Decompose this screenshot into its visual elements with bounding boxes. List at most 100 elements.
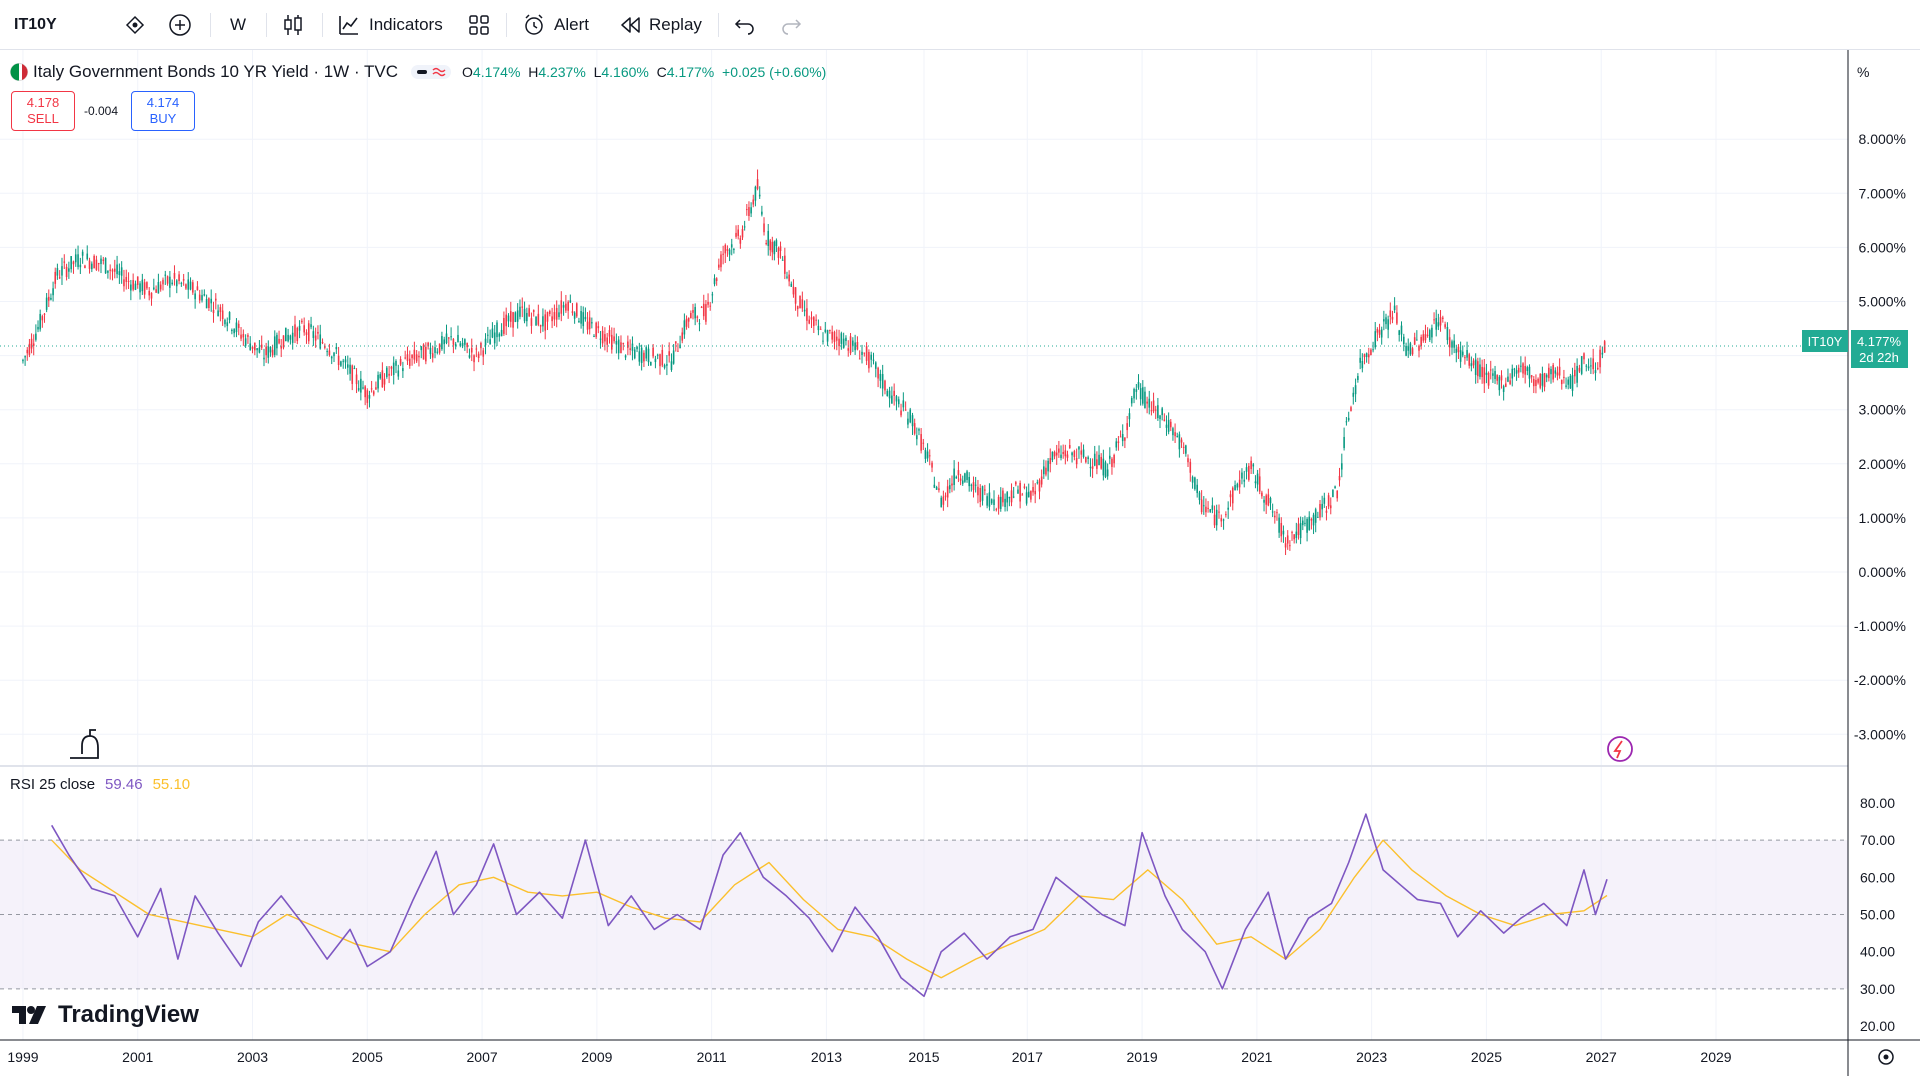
price-candle — [913, 423, 916, 434]
price-candle — [940, 497, 943, 508]
price-candle — [1338, 475, 1341, 481]
price-candle — [1310, 518, 1313, 521]
price-candle — [571, 311, 574, 313]
price-tick-label: -3.000% — [1854, 726, 1906, 742]
chart-type-button[interactable] — [282, 9, 304, 41]
price-candle — [532, 310, 535, 313]
price-candle — [1442, 317, 1444, 320]
price-candle — [1383, 319, 1385, 322]
redo-button[interactable] — [780, 9, 802, 41]
price-candle — [1453, 340, 1455, 348]
interval-button[interactable]: W — [230, 9, 246, 41]
trading-panel-icon[interactable] — [1607, 736, 1633, 762]
replay-button[interactable]: Replay — [619, 9, 702, 41]
price-candle — [1433, 319, 1435, 321]
symbol-search[interactable]: IT10Y — [8, 9, 148, 41]
price-candle — [448, 337, 450, 339]
price-candle — [1455, 348, 1458, 353]
price-candle — [377, 374, 379, 389]
price-candle — [777, 247, 780, 258]
price-candle — [1517, 367, 1520, 373]
price-candle — [681, 332, 684, 341]
price-candle — [43, 313, 46, 315]
price-candle — [1343, 436, 1345, 449]
price-candle — [58, 277, 61, 279]
sell-button[interactable]: 4.178 SELL — [11, 91, 75, 131]
price-candle — [972, 482, 975, 491]
alarm-clock-icon — [525, 14, 543, 35]
price-candle — [1030, 490, 1032, 500]
high-key: H — [528, 64, 539, 80]
dino-icon[interactable] — [70, 729, 99, 759]
price-candle — [539, 324, 542, 327]
price-candle — [1278, 517, 1280, 533]
price-candle — [1128, 413, 1131, 420]
price-candle — [1258, 476, 1261, 492]
time-tick-label: 2011 — [697, 1049, 727, 1065]
low-value: 4.160% — [601, 64, 649, 80]
indicators-button[interactable]: Indicators — [337, 9, 443, 41]
rsi-tick-label: 70.00 — [1860, 832, 1895, 848]
price-candle — [535, 316, 537, 326]
price-candle — [1594, 370, 1597, 374]
price-candle — [711, 294, 714, 296]
price-candle — [1043, 466, 1045, 475]
indicators-label: Indicators — [369, 15, 443, 34]
price-tick-label: 7.000% — [1859, 185, 1906, 201]
price-candle — [244, 338, 247, 346]
price-candle — [505, 314, 507, 327]
price-candle — [1402, 336, 1405, 345]
price-candle — [1461, 351, 1464, 356]
price-candle — [162, 279, 164, 285]
price-series — [22, 169, 1606, 556]
price-candle — [1416, 339, 1418, 341]
alert-button[interactable]: Alert — [522, 9, 589, 41]
price-candle — [1301, 520, 1304, 526]
settings-gear-icon[interactable] — [1878, 1049, 1894, 1065]
plus-circle-icon — [169, 14, 191, 36]
undo-button[interactable] — [734, 9, 756, 41]
price-axis: 8.000% 7.000% 6.000% 5.000% 3.000% 2.000% 1.00… — [1854, 131, 1906, 742]
price-candle — [722, 253, 724, 255]
price-candle — [340, 361, 342, 366]
price-candle — [1345, 421, 1348, 423]
rewind-icon — [621, 17, 640, 33]
chart-canvas[interactable]: 8.000% 7.000% 6.000% 5.000% 3.000% 2.000% 1.00… — [0, 50, 1920, 1076]
price-candle — [109, 269, 111, 271]
price-candle — [523, 308, 526, 322]
session-status-icon[interactable] — [411, 63, 452, 81]
price-candle — [493, 332, 496, 344]
price-candle — [411, 354, 413, 359]
price-candle — [553, 312, 556, 320]
layouts-button[interactable] — [468, 9, 490, 41]
price-candle — [242, 333, 245, 338]
price-candle — [1104, 462, 1107, 478]
price-candle — [132, 280, 134, 290]
price-candle — [1152, 400, 1155, 412]
rsi-legend[interactable]: RSI 25 close 59.46 55.10 — [10, 776, 190, 793]
price-candle — [799, 295, 801, 308]
price-candle — [926, 451, 929, 459]
price-candle — [1047, 460, 1049, 472]
buy-button[interactable]: 4.174 BUY — [131, 91, 195, 131]
price-candle — [143, 282, 146, 295]
badge-countdown: 2d 22h — [1859, 350, 1899, 365]
price-candle — [920, 434, 922, 451]
toolbar-divider — [322, 13, 323, 37]
price-candle — [1323, 497, 1326, 504]
price-candle — [1068, 445, 1071, 449]
tradingview-logo[interactable]: TradingView — [12, 1001, 199, 1029]
price-candle — [194, 293, 196, 300]
price-candle — [1385, 317, 1387, 325]
compare-symbol-icon[interactable] — [125, 15, 145, 35]
time-tick-label: 1999 — [7, 1049, 38, 1065]
price-candle — [877, 367, 879, 379]
price-candle — [1319, 503, 1321, 518]
rsi-tick-label: 80.00 — [1860, 795, 1895, 811]
price-candle — [113, 268, 116, 272]
price-candle — [249, 343, 252, 351]
price-candle — [1560, 379, 1563, 385]
price-candle — [567, 301, 569, 311]
add-symbol-button[interactable] — [168, 9, 192, 41]
high-value: 4.237% — [538, 64, 586, 80]
